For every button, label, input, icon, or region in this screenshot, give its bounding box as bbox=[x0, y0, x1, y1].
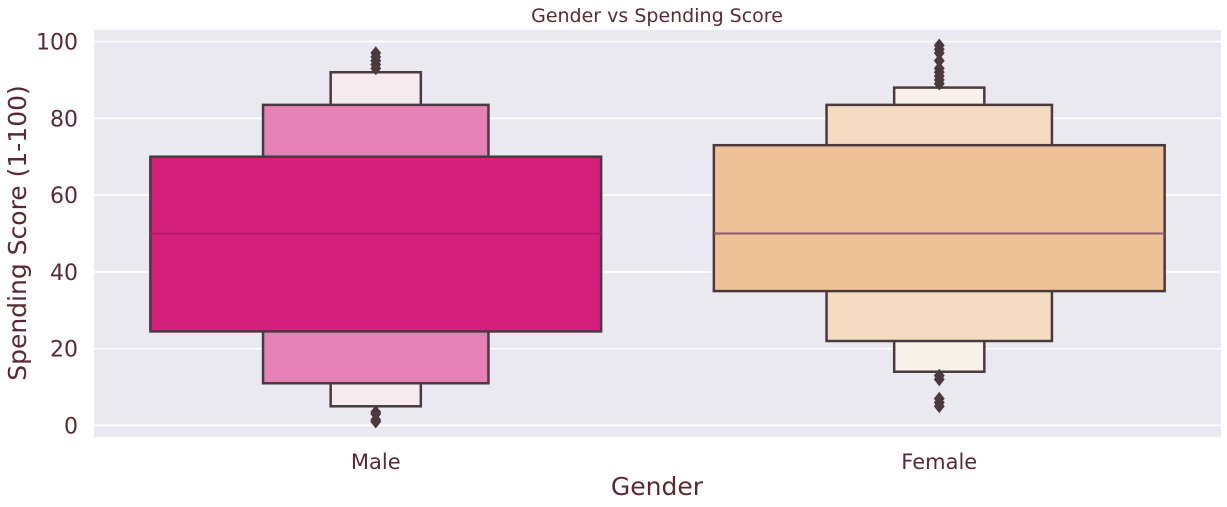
boxen-level-1 bbox=[149, 155, 603, 333]
y-tick-label: 20 bbox=[50, 338, 78, 363]
outlier-point bbox=[933, 53, 945, 68]
y-tick-label: 60 bbox=[50, 184, 78, 209]
y-tick-label: 40 bbox=[50, 261, 78, 286]
x-tick-label: Female bbox=[901, 450, 977, 474]
boxen-level-1 bbox=[712, 143, 1166, 293]
x-tick-label: Male bbox=[351, 450, 401, 474]
chart-title: Gender vs Spending Score bbox=[531, 5, 783, 27]
boxen-female bbox=[712, 38, 1166, 414]
outlier-point bbox=[370, 405, 382, 419]
axis-ticks: 0 20 40 60 80 100 Male Female bbox=[36, 31, 977, 474]
boxen-male bbox=[149, 46, 603, 429]
x-axis-label: Gender bbox=[611, 472, 704, 501]
outlier-point bbox=[933, 61, 945, 76]
y-tick-label: 100 bbox=[36, 31, 78, 56]
boxen-series bbox=[149, 38, 1166, 429]
outlier-point bbox=[933, 391, 945, 406]
y-tick-label: 0 bbox=[64, 414, 78, 439]
y-tick-label: 80 bbox=[50, 107, 78, 132]
outlier-point bbox=[933, 38, 945, 53]
outlier-point bbox=[933, 368, 945, 383]
outlier-point bbox=[370, 46, 382, 60]
y-axis-label: Spending Score (1-100) bbox=[3, 85, 32, 381]
